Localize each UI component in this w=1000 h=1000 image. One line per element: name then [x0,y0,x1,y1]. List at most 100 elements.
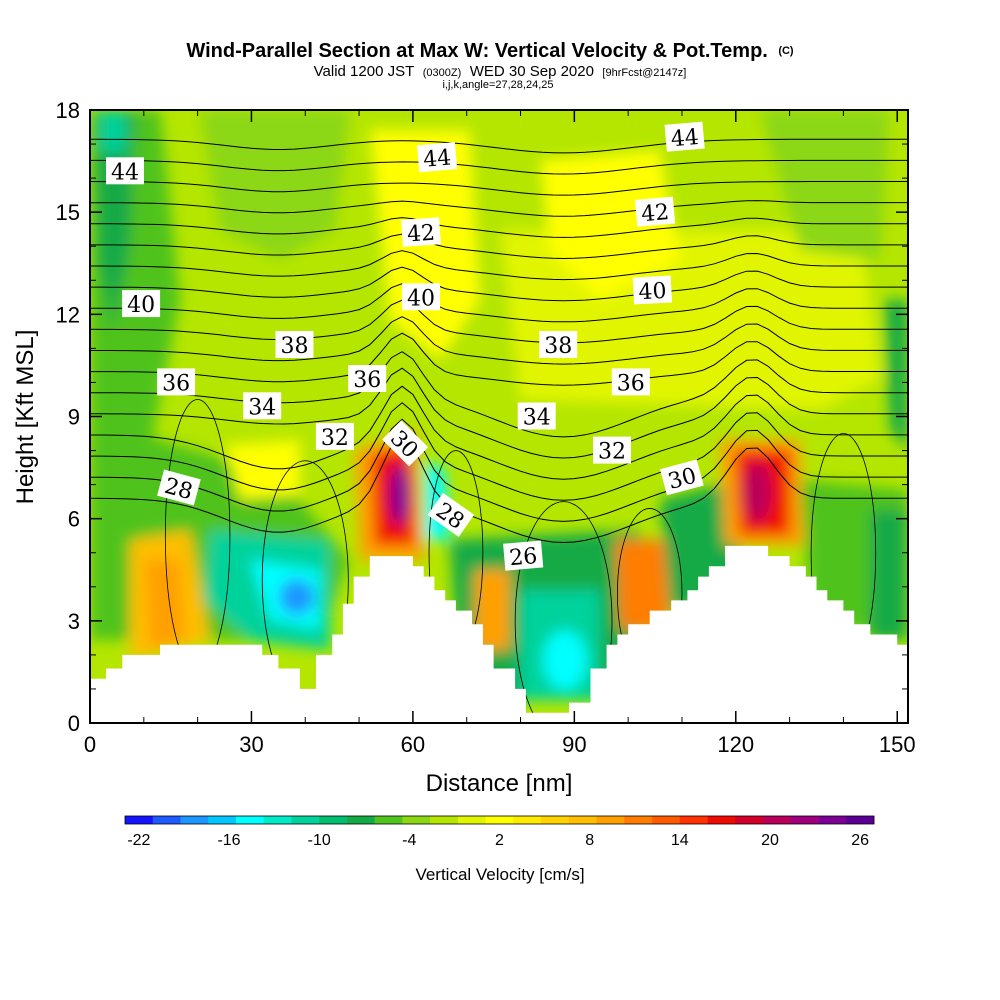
colorbar-swatch [735,816,764,824]
velocity-region-right-orange [615,540,670,630]
contour-label-box [416,142,458,173]
contour-label-text: 44 [670,125,700,152]
velocity-region-far-right-green [870,510,908,640]
contour-label: 26 [503,540,544,571]
x-axis-title: Distance [nm] [426,770,573,797]
theta-contour-line [90,233,908,260]
contour-label: 36 [611,368,650,396]
x-axis: 0 30 60 90 120 150 [84,110,916,757]
theta-contour-line [90,250,908,281]
theta-contour-line [90,200,908,217]
y-tick-label: 12 [56,302,80,327]
y-axis-title: Height [Kft MSL] [12,330,39,505]
contour-label: 42 [634,196,676,227]
colorbar-swatch [596,816,625,824]
velocity-region-updraft-core [390,465,410,525]
velocity-region-left-strong-orange [145,560,185,650]
contour-label-box [427,492,475,537]
velocity-contour-line [514,501,613,723]
colorbar-swatch [763,816,792,824]
colorbar-swatch [319,816,348,824]
colorbar-swatch [568,816,597,824]
colorbar-label: -10 [308,832,331,849]
colorbar-swatch [152,816,181,824]
colorbar-label: 26 [851,832,869,849]
velocity-region-top-left-cyan [100,112,126,152]
colorbar-label: -22 [127,832,150,849]
contour-label: 36 [157,368,196,396]
contour-label-text: 40 [638,279,667,305]
contour-label-box [401,217,441,247]
colorbar-swatch [457,816,486,824]
colorbar-swatch [125,816,154,824]
contour-label: 32 [315,422,354,451]
colorbar-label: 2 [495,832,504,849]
contour-label: 38 [539,331,578,359]
x-tick-label: 120 [717,732,754,757]
colorbar-swatch [624,816,653,824]
y-tick-label: 0 [68,711,80,736]
contour-label: 40 [632,275,673,305]
contour-label-box [517,402,556,430]
x-tick-label: 30 [239,732,263,757]
theta-contour-line [90,283,908,323]
colorbar-swatch [790,816,819,824]
theta-contour-line [90,385,908,480]
theta-contour-line [90,266,908,302]
velocity-region-downdraft-max [279,579,315,615]
contour-label-box [106,157,144,185]
x-tick-label: 90 [562,732,586,757]
colorbar-swatch [707,816,736,824]
contour-label: 38 [275,331,314,359]
colorbar-frame [124,815,875,825]
colorbar-swatch [402,816,431,824]
velocity-region-right-bright-yellow [540,150,680,300]
contour-label: 44 [664,121,705,152]
theta-contour-line [90,217,908,238]
contour-label-box [593,436,631,464]
contour-label-text: 42 [640,200,670,227]
colorbar-swatch [430,816,459,824]
y-tick-label: 9 [68,405,80,430]
contour-label-text: 40 [407,286,435,311]
y-tick-label: 18 [56,98,80,123]
colorbar-labels: -22 -16 -10 -4 2 8 14 20 26 [127,832,869,849]
colorbar-title: Vertical Velocity [cm/s] [415,865,584,884]
colorbar-swatch [818,816,847,824]
contour-label-text: 36 [162,371,190,396]
x-tick-label: 60 [401,732,425,757]
colorbar-swatch [235,816,264,824]
x-tick-label: 0 [84,732,96,757]
velocity-region-valley-orange [475,570,510,650]
colorbar-swatch [180,816,209,824]
theta-contour-line [90,299,908,344]
contour-label-text: 36 [353,368,381,393]
colorbar-label: 14 [671,832,689,849]
colorbar-swatch [652,816,681,824]
contour-label-text: 34 [248,395,276,420]
contour-label-box [402,283,440,311]
chart-subtitle: Valid 1200 JST (0300Z) WED 30 Sep 2020 [… [314,63,687,80]
colorbar-swatch [374,816,403,824]
colorbar-swatch [541,816,570,824]
contour-label-box [664,121,705,152]
chart-title: Wind-Parallel Section at Max W: Vertical… [186,40,794,62]
contour-label-text: 34 [523,406,551,431]
contour-label-box [539,331,578,358]
colorbar-swatch [679,816,708,824]
contour-label-box [382,420,429,467]
contour-label-text: 38 [544,334,572,359]
contour-label-box [122,290,161,318]
y-tick-label: 15 [56,200,80,225]
theta-contour-line [90,138,908,154]
theta-contour-line [90,435,908,544]
x-tick-label: 150 [879,732,916,757]
theta-contour-line [90,367,908,459]
contour-label: 36 [348,365,387,393]
contour-label: 42 [401,217,441,248]
colorbar [124,815,875,825]
contour-label-box [660,459,704,496]
colorbar-label: -4 [402,832,416,849]
contour-label-box [157,469,201,506]
theta-contour-line [90,181,908,196]
